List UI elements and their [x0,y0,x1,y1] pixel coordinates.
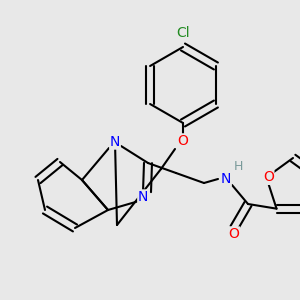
Text: O: O [178,134,188,148]
Text: O: O [229,227,239,241]
Text: N: N [138,190,148,204]
Text: O: O [263,170,274,184]
Text: H: H [233,160,243,173]
Text: Cl: Cl [176,26,190,40]
Text: N: N [221,172,231,186]
Text: N: N [110,135,120,149]
